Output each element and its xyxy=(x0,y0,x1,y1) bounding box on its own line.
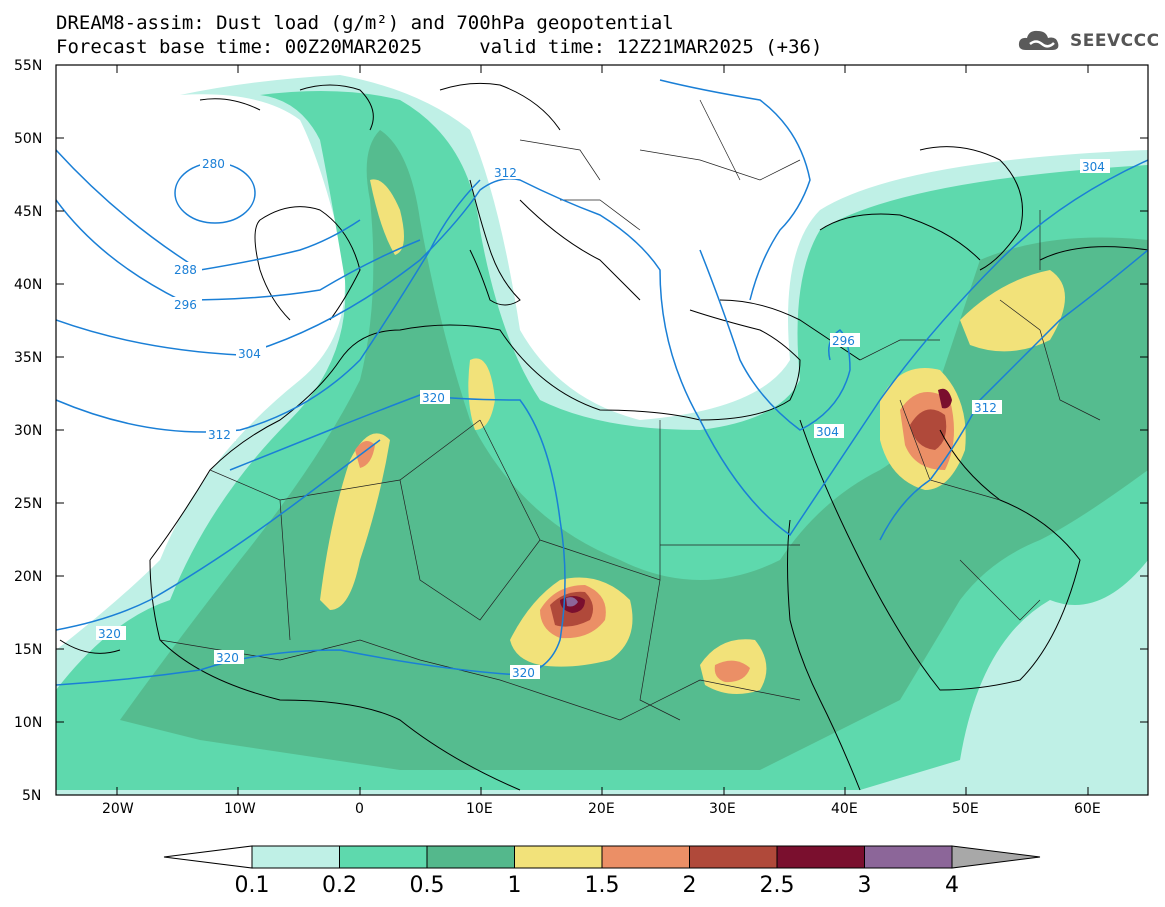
lon-tick-label: 20E xyxy=(588,801,615,817)
colorbar-cell xyxy=(251,845,340,869)
colorbar-label: 1.5 xyxy=(585,873,620,898)
colorbar-label: 2.5 xyxy=(760,873,795,898)
lon-tick-label: 30E xyxy=(709,801,736,817)
lat-tick-label: 30N xyxy=(14,423,42,439)
lat-tick-label: 5N xyxy=(22,788,41,804)
isoline-labels: 280 288 296 304 312 320 312 304 296 304 … xyxy=(96,156,1110,680)
dust-patch-1 xyxy=(320,433,390,610)
isoline-label: 312 xyxy=(208,428,231,442)
logo-text: SEEVCCC xyxy=(1070,31,1160,51)
isoline-label: 304 xyxy=(238,347,261,361)
lat-tick-label: 25N xyxy=(14,496,42,512)
dust-patch-2.5 xyxy=(938,388,952,409)
colorbar-label: 3 xyxy=(858,873,872,898)
lon-tick-label: 20W xyxy=(102,801,134,817)
lon-tick-label: 50E xyxy=(952,801,979,817)
lat-tick-label: 20N xyxy=(14,569,42,585)
lat-tick-label: 50N xyxy=(14,131,42,147)
isoline-label: 320 xyxy=(216,651,239,665)
colorbar-label: 1 xyxy=(508,873,522,898)
geopotential-isolines xyxy=(56,79,1148,686)
isoline-label: 312 xyxy=(974,401,997,415)
latitude-axis: 55N 50N 45N 40N 35N 30N 25N 20N 15N 10N … xyxy=(14,58,42,804)
lon-tick-label: 40E xyxy=(831,801,858,817)
isoline-label: 320 xyxy=(422,391,445,405)
colorbar-label: 2 xyxy=(683,873,697,898)
dust-patch-2 xyxy=(910,409,947,450)
isoline-label: 304 xyxy=(1082,160,1105,174)
seevccc-logo: SEEVCCC xyxy=(1016,26,1160,56)
colorbar-high-arrow xyxy=(951,845,1041,869)
colorbar: 0.1 0.2 0.5 1 1.5 2 2.5 3 4 xyxy=(163,845,1041,898)
lat-tick-label: 10N xyxy=(14,715,42,731)
isoline-label: 288 xyxy=(174,263,197,277)
lon-tick-label: 0 xyxy=(355,801,364,817)
lon-tick-label: 10E xyxy=(466,801,493,817)
isoline-label: 304 xyxy=(816,425,839,439)
isoline-label: 296 xyxy=(174,298,197,312)
coastlines xyxy=(59,82,1148,791)
isoline-label: 296 xyxy=(832,334,855,348)
dust-patch-3 xyxy=(566,597,578,607)
colorbar-low-arrow xyxy=(163,845,253,869)
lat-tick-label: 15N xyxy=(14,642,42,658)
dust-patch-1 xyxy=(370,179,404,255)
isoline-label: 280 xyxy=(202,157,225,171)
colorbar-label: 0.2 xyxy=(322,873,357,898)
map-subtitle: Forecast base time: 00Z20MAR2025 valid t… xyxy=(56,36,823,58)
colorbar-label: 4 xyxy=(945,873,959,898)
lat-tick-label: 45N xyxy=(14,204,42,220)
longitude-axis: 20W 10W 0 10E 20E 30E 40E 50E 60E xyxy=(102,801,1101,817)
colorbar-cell xyxy=(864,845,953,869)
dust-patch-1.5 xyxy=(714,660,750,683)
dust-patch-1 xyxy=(960,270,1065,352)
map-title: DREAM8-assim: Dust load (g/m²) and 700hP… xyxy=(56,12,674,34)
colorbar-cell xyxy=(689,845,778,869)
colorbar-cell xyxy=(339,845,428,869)
dust-patch-1 xyxy=(468,358,495,430)
colorbar-cell xyxy=(601,845,690,869)
isoline-label: 320 xyxy=(512,666,535,680)
isoline-label: 320 xyxy=(98,627,121,641)
lon-tick-marks xyxy=(116,65,1089,795)
lat-tick-label: 55N xyxy=(14,58,42,74)
colorbar-cell xyxy=(776,845,865,869)
lon-tick-label: 10W xyxy=(224,801,256,817)
country-borders xyxy=(159,99,1101,721)
colorbar-cell xyxy=(426,845,515,869)
isoline-label: 312 xyxy=(494,166,517,180)
cloud-logo-icon xyxy=(1018,30,1059,50)
lat-tick-label: 40N xyxy=(14,277,42,293)
lon-tick-label: 60E xyxy=(1074,801,1101,817)
lat-tick-marks xyxy=(56,137,1148,723)
lat-tick-label: 35N xyxy=(14,350,42,366)
colorbar-label: 0.5 xyxy=(410,873,445,898)
dust-field: 280 288 296 304 312 320 312 304 296 304 … xyxy=(56,65,1148,795)
colorbar-label: 0.1 xyxy=(235,873,270,898)
colorbar-cell xyxy=(514,845,603,869)
